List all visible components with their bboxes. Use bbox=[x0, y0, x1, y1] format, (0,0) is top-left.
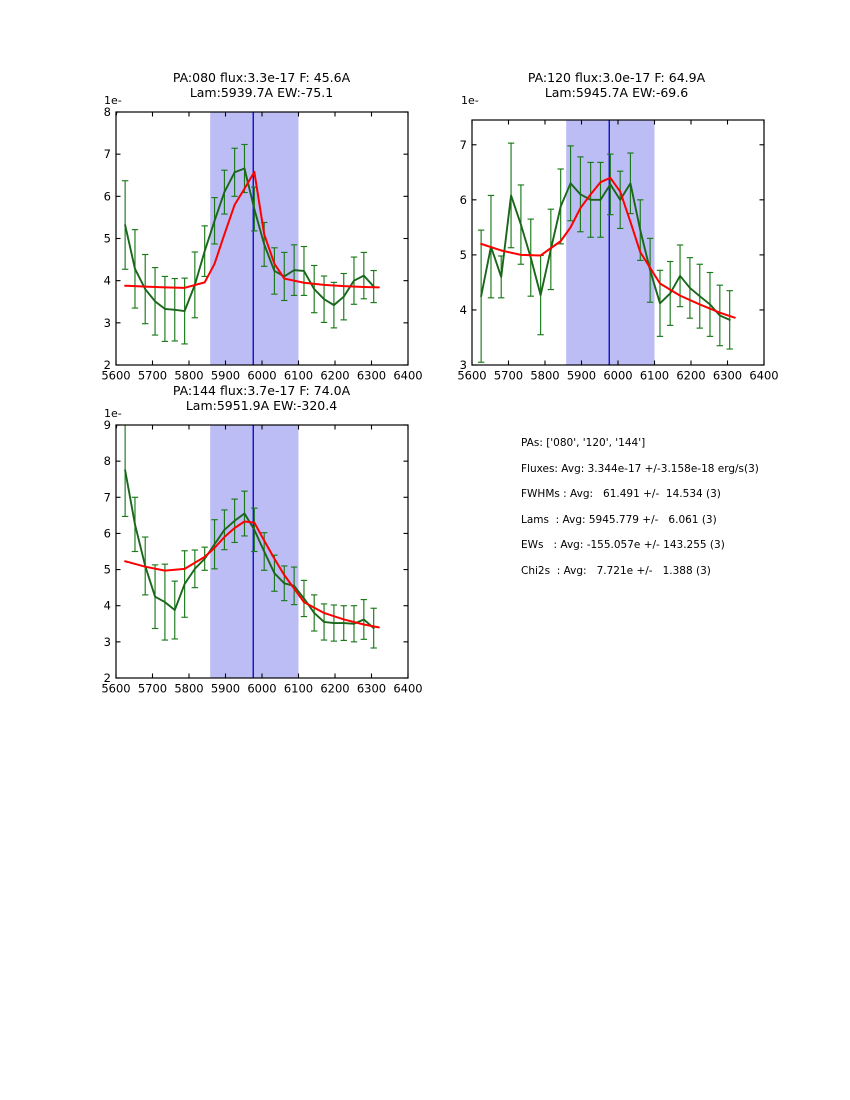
y-tick-label: 4 bbox=[104, 274, 111, 288]
y-tick-label: 4 bbox=[460, 303, 467, 317]
y-tick-label: 3 bbox=[460, 358, 467, 372]
x-tick-label: 6100 bbox=[284, 682, 313, 696]
data-curve bbox=[480, 182, 731, 321]
x-tick-label: 5700 bbox=[494, 369, 523, 383]
clip-top bbox=[100, 105, 488, 112]
data-curve bbox=[124, 167, 375, 312]
panel-pa120-title-line1: PA:120 flux:3.0e-17 F: 64.9A bbox=[527, 70, 706, 85]
x-tick-label: 6200 bbox=[676, 369, 705, 383]
x-tick-label: 5600 bbox=[457, 369, 486, 383]
y-tick-label: 9 bbox=[104, 418, 111, 432]
y-tick-label: 7 bbox=[460, 138, 467, 152]
x-tick-label: 5800 bbox=[174, 682, 203, 696]
clip-top bbox=[456, 105, 844, 120]
fit-curve bbox=[480, 176, 736, 319]
y-tick-label: 3 bbox=[104, 316, 111, 330]
y-tick-label: 5 bbox=[460, 248, 467, 262]
x-tick-label: 5700 bbox=[138, 369, 167, 383]
x-tick-label: 5900 bbox=[567, 369, 596, 383]
summary-stats-block: PAs: ['080', '120', '144'] Fluxes: Avg: … bbox=[521, 431, 841, 584]
panel-pa080-title-line2: Lam:5939.7A EW:-75.1 bbox=[189, 85, 334, 100]
clip-bottom bbox=[100, 365, 488, 425]
x-tick-label: 6200 bbox=[320, 369, 349, 383]
x-tick-label: 5800 bbox=[530, 369, 559, 383]
x-tick-label: 5600 bbox=[101, 369, 130, 383]
fit-curve bbox=[124, 170, 380, 289]
clip-left bbox=[100, 418, 116, 718]
panel-pa144-title-line1: PA:144 flux:3.7e-17 F: 74.0A bbox=[172, 383, 351, 398]
y-tick-label: 8 bbox=[104, 454, 111, 468]
y-tick-label: 7 bbox=[104, 490, 111, 504]
x-tick-label: 6400 bbox=[393, 682, 422, 696]
x-tick-label: 6100 bbox=[284, 369, 313, 383]
clip-right bbox=[764, 105, 844, 405]
clip-left bbox=[100, 105, 116, 405]
y-tick-label: 4 bbox=[104, 599, 111, 613]
x-tick-label: 6300 bbox=[357, 369, 386, 383]
x-tick-label: 6000 bbox=[247, 369, 276, 383]
x-tick-label: 6100 bbox=[640, 369, 669, 383]
panel-pa144-title: PA:144 flux:3.7e-17 F: 74.0A Lam:5951.9A… bbox=[115, 383, 408, 413]
y-tick-label: 2 bbox=[104, 358, 111, 372]
summary-line-fwhms: FWHMs : Avg: 61.491 +/- 14.534 (3) bbox=[521, 488, 721, 500]
panel-pa144-plot: 5600 5700 5800 5900 6000 6100 6200 6300 6400 2 3 4 5… bbox=[100, 418, 488, 738]
x-tick-label: 6000 bbox=[603, 369, 632, 383]
y-tick-label: 5 bbox=[104, 563, 111, 577]
y-tick-label: 2 bbox=[104, 671, 111, 685]
y-tick-label: 8 bbox=[104, 105, 111, 119]
panel-pa144-title-line2: Lam:5951.9A EW:-320.4 bbox=[185, 398, 338, 413]
panel-pa120-title: PA:120 flux:3.0e-17 F: 64.9A Lam:5945.7A… bbox=[470, 70, 763, 100]
x-tick-label: 6000 bbox=[247, 682, 276, 696]
panel-pa120-plot: 5600 5700 5800 5900 6000 6100 6200 6300 6400 3 4 5 6… bbox=[456, 105, 844, 425]
summary-line-ews: EWs : Avg: -155.057e +/- 143.255 (3) bbox=[521, 539, 725, 551]
clip-bottom bbox=[100, 678, 488, 738]
panel-pa120-title-line2: Lam:5945.7A EW:-69.6 bbox=[544, 85, 689, 100]
x-tick-label: 6400 bbox=[749, 369, 778, 383]
panel-pa080-plot: 5600 5700 5800 5900 6000 6100 6200 6300 6400 2 3 4 5… bbox=[100, 105, 488, 425]
x-tick-label: 6400 bbox=[393, 369, 422, 383]
x-tick-label: 6200 bbox=[320, 682, 349, 696]
summary-line-chi2s: Chi2s : Avg: 7.721e +/- 1.388 (3) bbox=[521, 564, 711, 577]
x-tick-label: 5600 bbox=[101, 682, 130, 696]
x-tick-label: 6300 bbox=[713, 369, 742, 383]
panel-pa080-title: PA:080 flux:3.3e-17 F: 45.6A Lam:5939.7A… bbox=[115, 70, 408, 100]
x-tick-label: 5800 bbox=[174, 369, 203, 383]
clip-top bbox=[100, 418, 488, 425]
clip-left bbox=[456, 105, 472, 405]
x-tick-label: 5900 bbox=[211, 369, 240, 383]
summary-line-fluxes: Fluxes: Avg: 3.344e-17 +/-3.158e-18 erg/… bbox=[521, 462, 759, 475]
panel-pa080-title-line1: PA:080 flux:3.3e-17 F: 45.6A bbox=[172, 70, 351, 85]
y-tick-label: 6 bbox=[104, 189, 111, 203]
clip-bottom bbox=[456, 365, 844, 425]
y-tick-label: 7 bbox=[104, 147, 111, 161]
x-tick-label: 5900 bbox=[211, 682, 240, 696]
x-tick-label: 5700 bbox=[138, 682, 167, 696]
clip-right bbox=[408, 418, 488, 718]
summary-line-lams: Lams : Avg: 5945.779 +/- 6.061 (3) bbox=[521, 513, 717, 526]
y-tick-label: 6 bbox=[104, 526, 111, 540]
wavelength-band-region bbox=[210, 112, 299, 365]
fit-curve bbox=[124, 520, 380, 629]
x-tick-label: 6300 bbox=[357, 682, 386, 696]
y-tick-label: 3 bbox=[104, 635, 111, 649]
summary-line-pas: PAs: ['080', '120', '144'] bbox=[521, 437, 646, 449]
y-tick-label: 5 bbox=[104, 232, 111, 246]
y-tick-label: 6 bbox=[460, 193, 467, 207]
